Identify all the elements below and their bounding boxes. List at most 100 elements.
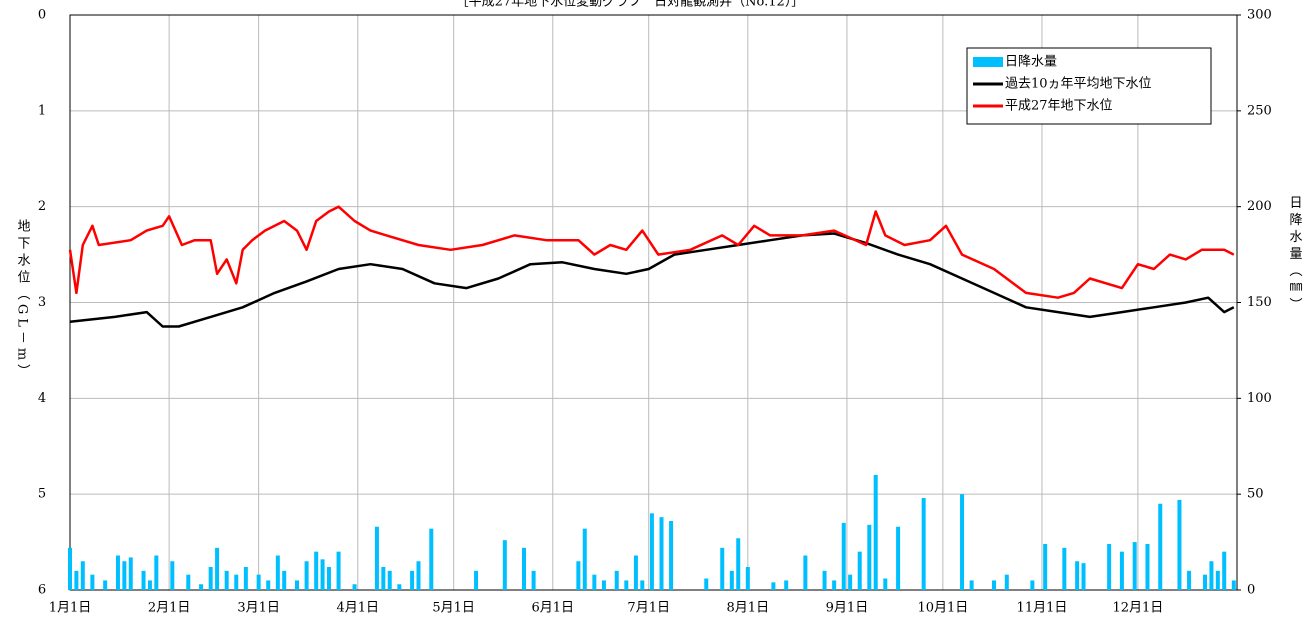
bar: [704, 578, 709, 590]
bar: [320, 559, 325, 590]
bar: [275, 555, 280, 590]
y2-tick-label: 50: [1247, 487, 1264, 502]
bar: [416, 561, 421, 590]
y2-tick-label: 300: [1247, 8, 1272, 23]
bar: [1145, 544, 1150, 590]
bar: [397, 584, 402, 590]
bar: [803, 555, 808, 590]
bar: [374, 526, 379, 590]
x-tick-label: 7月1日: [627, 601, 670, 616]
x-tick-label: 5月1日: [432, 601, 475, 616]
bar: [736, 538, 741, 590]
y-tick-label: 1: [38, 103, 46, 118]
bar: [883, 578, 888, 590]
bar: [867, 524, 872, 590]
bar: [208, 567, 213, 590]
bar: [784, 580, 789, 590]
bar: [282, 570, 287, 590]
y-tick-label: 6: [38, 583, 46, 598]
bar: [122, 561, 127, 590]
x-tick-label: 9月1日: [826, 601, 869, 616]
bar: [531, 570, 536, 590]
bar: [873, 475, 878, 590]
bar: [199, 584, 204, 590]
y-tick-label: 0: [38, 8, 46, 23]
bar: [522, 547, 527, 590]
bar: [103, 580, 108, 590]
x-tick-label: 2月1日: [148, 601, 191, 616]
bar: [387, 570, 392, 590]
x-tick-label: 4月1日: [336, 601, 379, 616]
bar: [314, 551, 319, 590]
bar: [576, 561, 581, 590]
bar: [80, 561, 85, 590]
bar: [68, 547, 72, 590]
bar: [141, 570, 146, 590]
x-tick-label: 8月1日: [727, 601, 770, 616]
y-tick-label: 2: [38, 199, 46, 214]
bar: [1075, 561, 1080, 590]
bar: [474, 570, 479, 590]
bar: [115, 555, 120, 590]
x-tick-label: 6月1日: [532, 601, 575, 616]
x-tick-label: 12月1日: [1112, 601, 1163, 616]
bar: [266, 580, 271, 590]
bar: [410, 570, 415, 590]
bar: [186, 574, 191, 590]
bar: [1177, 499, 1182, 590]
bar: [1062, 547, 1067, 590]
bar: [1231, 580, 1236, 590]
bar: [224, 570, 229, 590]
bar: [745, 567, 750, 590]
bar: [822, 570, 827, 590]
bar: [215, 547, 220, 590]
y2-axis-label: 日降水量（㎜）: [1287, 196, 1303, 315]
bar: [1030, 580, 1035, 590]
bar: [1215, 570, 1220, 590]
y-tick-label: 3: [38, 295, 46, 310]
bar: [381, 567, 386, 590]
bar: [582, 528, 587, 590]
bar: [243, 567, 248, 590]
bar: [1222, 551, 1227, 590]
legend-label: 日降水量: [1005, 55, 1057, 70]
bar: [640, 580, 645, 590]
bar: [234, 574, 239, 590]
bar: [720, 547, 725, 590]
bar: [502, 540, 507, 590]
bar: [592, 574, 597, 590]
bar: [729, 570, 734, 590]
legend-label: 平成27年地下水位: [1005, 99, 1113, 114]
line: [69, 232, 1235, 328]
bar: [896, 526, 901, 590]
bar: [992, 580, 997, 590]
bar: [1158, 503, 1163, 590]
bar: [429, 528, 434, 590]
x-tick-label: 11月1日: [1017, 601, 1068, 616]
y2-tick-label: 150: [1247, 295, 1272, 310]
bar: [154, 555, 159, 590]
bar: [848, 574, 853, 590]
bar: [960, 494, 965, 590]
bar: [601, 580, 606, 590]
bar: [352, 584, 357, 590]
bar: [295, 580, 300, 590]
y-tick-label: 4: [38, 391, 46, 406]
x-tick-label: 3月1日: [237, 601, 280, 616]
bar: [1004, 574, 1009, 590]
bar: [74, 570, 79, 590]
legend-swatch: [973, 57, 1003, 67]
y2-tick-label: 250: [1247, 103, 1272, 118]
bar: [841, 522, 846, 590]
bar: [659, 517, 664, 590]
bar: [1043, 544, 1048, 590]
bar: [90, 574, 95, 590]
bar: [326, 567, 331, 590]
bar: [1107, 544, 1112, 590]
line: [68, 205, 1235, 299]
legend-label: 過去10ヵ年平均地下水位: [1005, 77, 1152, 92]
bar: [256, 574, 261, 590]
bar: [969, 580, 974, 590]
y-tick-label: 5: [38, 487, 46, 502]
